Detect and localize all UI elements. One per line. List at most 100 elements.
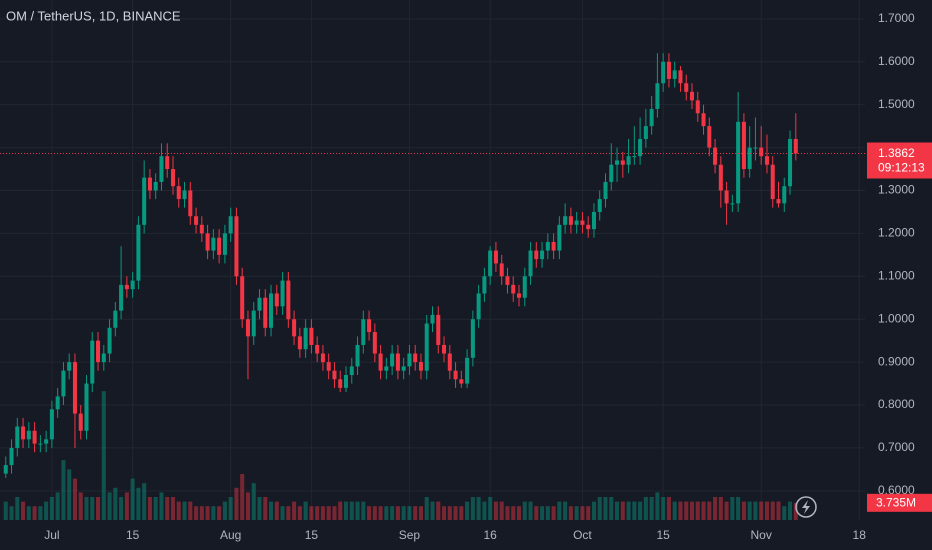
volume-bar bbox=[522, 501, 527, 520]
candle-body bbox=[384, 366, 389, 371]
volume-bar bbox=[540, 506, 545, 520]
volume-bar bbox=[234, 487, 239, 520]
volume-bar bbox=[101, 391, 106, 520]
volume-bar bbox=[32, 506, 37, 520]
volume-bar bbox=[3, 501, 8, 520]
volume-bar bbox=[315, 506, 320, 520]
volume-bar bbox=[263, 497, 268, 520]
volume-bar bbox=[390, 506, 395, 520]
y-tick-label: 1.5000 bbox=[878, 97, 915, 111]
candle-body bbox=[724, 190, 729, 204]
volume-bar bbox=[90, 497, 95, 520]
x-tick-label: 18 bbox=[853, 528, 867, 542]
candle-body bbox=[257, 297, 262, 311]
volume-bar bbox=[528, 501, 533, 520]
volume-bar bbox=[159, 492, 164, 520]
candle-body bbox=[707, 126, 712, 148]
candle-body bbox=[528, 250, 533, 277]
volume-bar bbox=[280, 506, 285, 520]
volume-bar bbox=[545, 506, 550, 520]
volume-bar bbox=[655, 492, 660, 520]
candle-body bbox=[505, 276, 510, 285]
last-volume-box bbox=[867, 493, 932, 512]
candle-body bbox=[217, 237, 222, 255]
candle-body bbox=[747, 147, 752, 170]
candle-body bbox=[320, 353, 325, 363]
volume-bar bbox=[136, 487, 141, 520]
volume-bar bbox=[44, 501, 49, 520]
candle-body bbox=[730, 203, 735, 205]
candle-body bbox=[44, 439, 49, 444]
y-tick-label: 0.8000 bbox=[878, 397, 915, 411]
volume-bar bbox=[338, 501, 343, 520]
volume-bar bbox=[303, 501, 308, 520]
volume-bar bbox=[620, 501, 625, 520]
volume-bar bbox=[770, 501, 775, 520]
volume-bar bbox=[418, 506, 423, 520]
candle-body bbox=[21, 426, 26, 440]
candle-body bbox=[545, 241, 550, 251]
volume-bar bbox=[107, 492, 112, 520]
volume-bar bbox=[626, 501, 631, 520]
candle-body bbox=[453, 370, 458, 380]
candle-body bbox=[470, 319, 475, 358]
candle-body bbox=[205, 233, 210, 251]
candle-body bbox=[759, 147, 764, 157]
candle-body bbox=[182, 190, 187, 200]
candle-body bbox=[626, 156, 631, 165]
volume-bar bbox=[49, 497, 54, 520]
volume-bar bbox=[26, 506, 31, 520]
candle-body bbox=[176, 186, 181, 200]
volume-bar bbox=[741, 501, 746, 520]
volume-bar bbox=[378, 506, 383, 520]
candle-body bbox=[753, 147, 758, 149]
volume-bar bbox=[245, 492, 250, 520]
candle-body bbox=[378, 353, 383, 371]
candle-body bbox=[430, 314, 435, 324]
candle-body bbox=[113, 310, 118, 328]
volume-bar bbox=[632, 501, 637, 520]
volume-bar bbox=[753, 501, 758, 520]
candle-body bbox=[638, 139, 643, 157]
candle-body bbox=[38, 443, 43, 445]
candle-body bbox=[424, 323, 429, 371]
volume-bar bbox=[459, 506, 464, 520]
candle-body bbox=[401, 366, 406, 371]
candle-body bbox=[165, 156, 170, 170]
y-tick-label: 1.1000 bbox=[878, 268, 915, 282]
candle-body bbox=[684, 83, 689, 92]
candle-body bbox=[274, 293, 279, 307]
volume-bar bbox=[488, 497, 493, 520]
volume-bar bbox=[666, 497, 671, 520]
volume-bar bbox=[661, 497, 666, 520]
candle-body bbox=[338, 379, 343, 388]
volume-bar bbox=[597, 497, 602, 520]
candle-body bbox=[436, 314, 441, 345]
volume-bar bbox=[672, 501, 677, 520]
y-tick-label: 0.6000 bbox=[878, 483, 915, 497]
last-price-label: 1.3862 bbox=[878, 146, 915, 160]
alert-icon[interactable] bbox=[795, 496, 817, 518]
volume-bar bbox=[649, 497, 654, 520]
volume-bar bbox=[759, 501, 764, 520]
volume-bar bbox=[15, 497, 20, 520]
candle-body bbox=[101, 353, 106, 363]
candle-body bbox=[372, 332, 377, 354]
candle-body bbox=[701, 113, 706, 127]
volume-bar bbox=[384, 506, 389, 520]
volume-bar bbox=[188, 501, 193, 520]
volume-bar bbox=[211, 506, 216, 520]
volume-bar bbox=[430, 501, 435, 520]
candle-body bbox=[476, 293, 481, 320]
candle-body bbox=[228, 216, 233, 234]
volume-bar bbox=[84, 497, 89, 520]
candle-body bbox=[413, 353, 418, 363]
volume-bar bbox=[695, 501, 700, 520]
candle-body bbox=[395, 353, 400, 371]
volume-bar bbox=[747, 501, 752, 520]
last-volume-label: 3.735M bbox=[876, 495, 916, 509]
volume-bar bbox=[349, 501, 354, 520]
candle-body bbox=[142, 177, 147, 225]
volume-bar bbox=[343, 501, 349, 520]
